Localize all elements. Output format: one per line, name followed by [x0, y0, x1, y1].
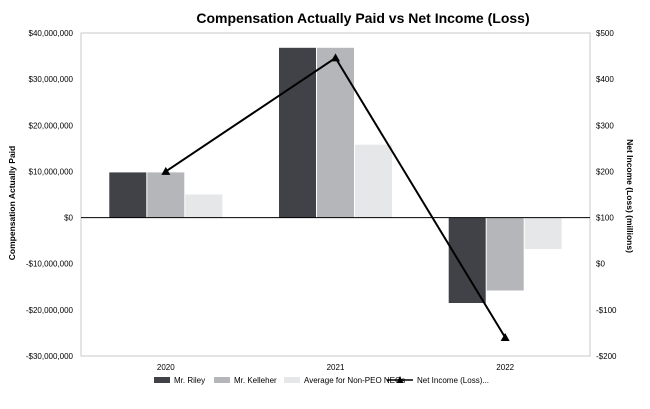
bar-average-for-non-peo-neos-2020 — [185, 194, 223, 218]
chart-title: Compensation Actually Paid vs Net Income… — [196, 10, 529, 26]
left-tick-label: $30,000,000 — [29, 75, 74, 84]
left-tick-label: $10,000,000 — [29, 167, 74, 176]
right-tick-label: -$200 — [596, 352, 617, 361]
legend-swatch-mr-riley — [154, 377, 170, 383]
legend-label-average-for-non-peo-neos: Average for Non-PEO NEOs — [304, 376, 405, 385]
right-tick-label: $300 — [596, 121, 614, 130]
bar-mr-kelleher-2022 — [486, 217, 524, 291]
category-label-2021: 2021 — [327, 363, 345, 372]
legend-swatch-average-for-non-peo-neos — [284, 377, 300, 383]
legend: Mr. Riley Mr. Kelleher Average for Non-PEO… — [154, 376, 489, 385]
category-label-2022: 2022 — [496, 363, 514, 372]
left-tick-label: $20,000,000 — [29, 121, 74, 130]
bars-group — [109, 47, 562, 303]
plot-area — [80, 32, 591, 357]
bar-average-for-non-peo-neos-2021 — [355, 144, 392, 218]
legend-label-mr-kelleher: Mr. Kelleher — [234, 376, 277, 385]
legend-label-net-income-loss: Net Income (Loss)... — [417, 376, 489, 385]
right-tick-label: -$100 — [596, 306, 617, 315]
right-tick-label: $500 — [596, 29, 614, 38]
net-income-marker-2020 — [161, 166, 171, 175]
legend-swatch-mr-kelleher — [214, 377, 230, 383]
right-tick-label: $200 — [596, 167, 614, 176]
net-income-marker-2022 — [500, 333, 510, 342]
net-income-marker-2021 — [331, 53, 340, 62]
legend-label-mr-riley: Mr. Riley — [174, 376, 205, 385]
left-tick-label: -$20,000,000 — [26, 306, 74, 315]
bar-mr-kelleher-2021 — [317, 47, 354, 218]
right-axis-ticks: $500 $400 $300 $200 $100 $0 -$100 -$200 — [596, 29, 617, 361]
left-tick-label: -$30,000,000 — [26, 352, 74, 361]
left-tick-label: $40,000,000 — [29, 29, 74, 38]
right-axis-label: Net Income (Loss) (millions) — [625, 139, 635, 253]
bar-mr-riley-2021 — [279, 47, 316, 218]
category-label-2020: 2020 — [157, 363, 175, 372]
left-tick-label: $0 — [64, 214, 73, 223]
right-tick-label: $100 — [596, 214, 614, 223]
bar-mr-riley-2020 — [109, 172, 147, 218]
plot-border — [80, 32, 591, 357]
legend-marker-net-income-loss — [396, 376, 404, 383]
bar-mr-kelleher-2020 — [147, 172, 185, 218]
left-tick-label: -$10,000,000 — [26, 260, 74, 269]
bar-average-for-non-peo-neos-2022 — [524, 217, 562, 249]
bar-mr-riley-2022 — [448, 217, 486, 303]
right-tick-label: $0 — [596, 260, 605, 269]
category-axis-ticks: 2020 2021 2022 — [157, 363, 515, 372]
left-axis-label: Compensation Actually Paid — [7, 146, 17, 260]
left-axis-ticks: $40,000,000 $30,000,000 $20,000,000 $10,000… — [26, 29, 74, 361]
net-income-line-group — [161, 53, 510, 342]
right-tick-label: $400 — [596, 75, 614, 84]
